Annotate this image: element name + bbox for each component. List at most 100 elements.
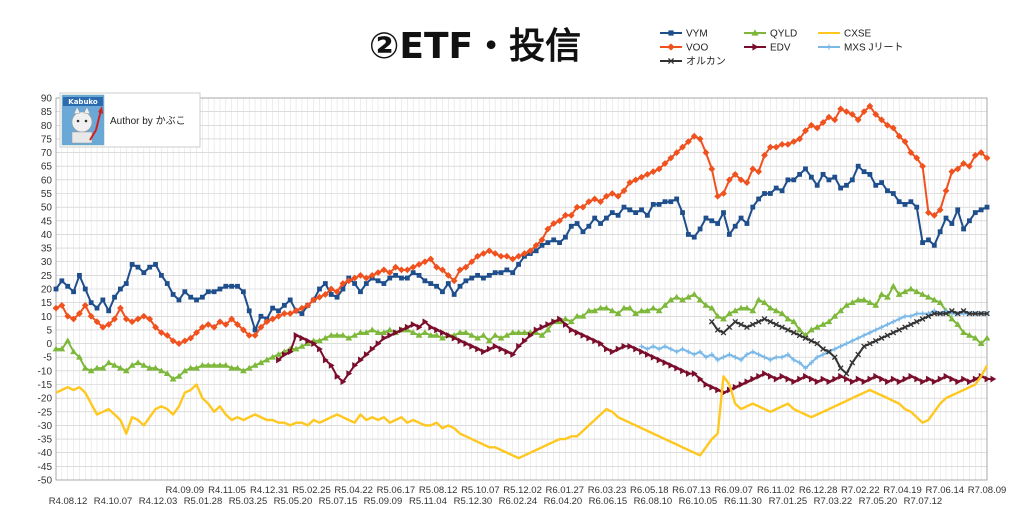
data-point (333, 288, 341, 296)
data-point (984, 204, 990, 210)
data-point (521, 329, 528, 336)
data-point (896, 378, 903, 386)
data-point (749, 307, 757, 314)
data-point (820, 346, 826, 352)
data-point (281, 351, 288, 358)
data-point (890, 375, 897, 383)
data-point (796, 135, 804, 143)
data-point (276, 356, 282, 364)
data-point (691, 370, 698, 377)
data-point (756, 372, 763, 380)
data-point (907, 285, 915, 292)
data-point (831, 116, 839, 124)
data-point (445, 281, 451, 286)
marker-stroke (978, 310, 985, 317)
data-point (222, 321, 230, 328)
data-point (931, 378, 938, 386)
y-tick-label: 15 (41, 298, 53, 309)
data-point (305, 337, 312, 345)
data-point (381, 334, 388, 342)
data-point (984, 310, 990, 317)
data-point (907, 149, 915, 156)
data-point (690, 132, 698, 140)
data-point (52, 304, 60, 312)
data-point (346, 370, 353, 377)
data-point (340, 286, 346, 292)
data-point (767, 191, 773, 196)
data-point (725, 176, 733, 184)
data-point (281, 302, 287, 308)
data-point (216, 362, 224, 368)
data-point (316, 293, 323, 301)
data-point (737, 304, 745, 311)
data-point (661, 301, 669, 308)
data-point (879, 375, 886, 383)
data-point (175, 340, 183, 347)
data-point (961, 375, 967, 383)
data-point (497, 252, 505, 260)
x-tick-label: R7.02.22 (841, 485, 880, 496)
data-point (796, 332, 803, 339)
data-point (867, 330, 873, 336)
data-point (76, 353, 83, 360)
data-point (983, 154, 991, 162)
data-point (492, 270, 498, 276)
data-point (299, 334, 306, 342)
x-tick-label: R7.03.22 (814, 496, 853, 507)
data-point (440, 289, 445, 295)
data-point (949, 375, 956, 383)
data-point (650, 353, 657, 361)
y-tick-label: -5 (43, 353, 52, 364)
data-point (591, 307, 599, 314)
data-point (351, 274, 359, 282)
data-point (709, 383, 716, 391)
marker-stroke (831, 354, 838, 361)
data-point (598, 221, 603, 226)
data-point (709, 352, 715, 357)
data-point (825, 318, 833, 325)
data-point (820, 375, 827, 383)
marker-stroke (878, 335, 885, 341)
legend-label: CXSE (844, 29, 872, 40)
data-point (732, 354, 738, 360)
data-point (217, 286, 223, 292)
data-point (399, 326, 405, 334)
data-point (609, 348, 616, 356)
data-point (855, 351, 862, 358)
data-point (808, 337, 815, 344)
data-point (375, 278, 381, 284)
data-point (744, 378, 751, 386)
series-cxse (55, 364, 989, 460)
data-point (245, 364, 253, 371)
marker-stroke (738, 321, 744, 328)
data-point (234, 364, 241, 371)
data-point (861, 169, 867, 175)
data-point (914, 204, 920, 210)
data-point (439, 334, 446, 341)
data-point (198, 362, 206, 368)
y-tick-label: 50 (41, 203, 53, 214)
x-tick-label: R6.03.23 (588, 485, 627, 496)
data-point (216, 318, 224, 326)
data-point (380, 329, 388, 336)
data-point (345, 334, 353, 341)
data-point (545, 321, 552, 328)
data-point (762, 370, 768, 377)
data-point (205, 289, 211, 295)
data-point (926, 237, 931, 243)
y-tick-label: 25 (41, 271, 53, 282)
data-point (838, 372, 845, 380)
data-point (913, 288, 921, 295)
data-point (639, 343, 644, 349)
data-point (791, 177, 797, 183)
data-point (574, 329, 581, 337)
data-point (169, 375, 177, 382)
data-point (954, 310, 961, 317)
data-point (885, 322, 890, 327)
data-point (551, 237, 557, 243)
y-tick-label: 55 (41, 189, 53, 200)
kabuko-logo: Kabuko (61, 94, 105, 146)
data-point (614, 310, 622, 316)
data-point (779, 188, 785, 194)
